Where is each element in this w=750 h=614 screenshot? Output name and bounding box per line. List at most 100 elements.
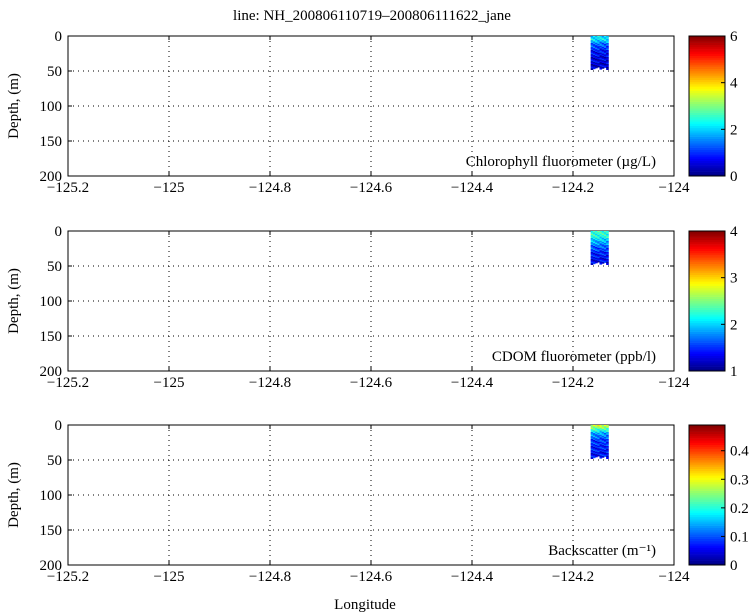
data-cell — [603, 452, 607, 455]
data-cell — [590, 48, 594, 51]
data-cell — [599, 56, 603, 59]
data-cell — [595, 66, 598, 69]
data-cell — [603, 253, 607, 256]
y-tick-label: 200 — [40, 558, 63, 574]
colorbar-step — [689, 99, 725, 102]
data-cell — [606, 50, 609, 52]
data-cell — [601, 454, 605, 457]
data-cell — [590, 434, 594, 437]
colorbar-frame — [688, 424, 726, 566]
colorbar-step — [689, 298, 725, 302]
data-cell — [606, 434, 609, 437]
colorbar-step — [689, 455, 725, 459]
data-cell — [603, 434, 607, 436]
data-cell — [590, 425, 594, 427]
data-cell — [599, 66, 603, 69]
data-cell — [595, 428, 598, 431]
data-cell — [599, 244, 603, 247]
colorbar-step — [689, 40, 725, 43]
data-cell — [597, 51, 600, 54]
data-cell — [599, 49, 603, 52]
data-cell — [599, 65, 603, 67]
data-cell — [590, 36, 594, 38]
data-cell — [590, 426, 594, 429]
colorbar-step — [689, 322, 725, 326]
data-cell — [595, 252, 598, 255]
colorbar-step — [689, 468, 725, 472]
data-cell — [590, 447, 594, 450]
data-cell — [601, 232, 605, 235]
colorbar-step — [689, 301, 725, 304]
colorbar-step — [689, 294, 725, 297]
colorbar-step — [689, 464, 725, 467]
data-cell — [601, 425, 605, 427]
colorbar-step — [689, 305, 725, 308]
colorbar-step — [689, 497, 725, 500]
data-cell — [590, 54, 594, 56]
data-cell — [601, 46, 605, 49]
colorbar-step — [689, 237, 725, 241]
data-cell — [590, 454, 594, 457]
colorbar-step — [689, 543, 725, 546]
data-cell — [592, 63, 596, 66]
colorbar-step — [689, 525, 725, 529]
colorbar-step — [689, 486, 725, 489]
colorbar-step — [689, 241, 725, 245]
data-cell — [592, 59, 596, 61]
x-tick-label: −124.6 — [350, 375, 393, 391]
data-cell — [590, 444, 594, 447]
data-cell — [597, 436, 600, 439]
data-cell — [592, 261, 596, 263]
colorbar-step — [689, 250, 725, 254]
data-cell — [606, 41, 609, 44]
colorbar-step — [689, 141, 725, 144]
y-tick-label: 50 — [47, 453, 62, 469]
colorbar-step — [689, 357, 725, 361]
data-cell — [590, 231, 594, 233]
colorbar-step — [689, 318, 725, 321]
data-cell — [590, 446, 594, 448]
colorbar-step — [689, 453, 725, 456]
data-cell — [601, 239, 605, 241]
data-cell — [597, 260, 600, 263]
data-cell — [603, 66, 607, 68]
data-cell — [592, 240, 596, 243]
data-cell — [599, 425, 603, 427]
colorbar-step — [689, 233, 725, 236]
colorbar-step — [689, 235, 725, 238]
data-cell — [606, 444, 609, 447]
data-cell — [590, 457, 594, 459]
data-cell — [592, 440, 596, 442]
data-cell — [597, 54, 600, 56]
x-tick-label: −124 — [659, 180, 690, 196]
data-cell — [599, 452, 603, 455]
data-cell — [599, 442, 603, 445]
data-cell — [606, 448, 609, 451]
colorbar-step — [689, 516, 725, 520]
colorbar-step — [689, 149, 725, 153]
panel-quantity-label: Chlorophyll fluorometer (µg/L) — [466, 154, 656, 170]
data-cell — [606, 426, 609, 429]
data-cell — [592, 56, 596, 59]
colorbar-step — [689, 88, 725, 91]
colorbar-step — [689, 279, 725, 282]
colorbar-step — [689, 156, 725, 159]
colorbar-step — [689, 97, 725, 100]
data-cell — [592, 434, 596, 437]
data-cell — [595, 54, 598, 57]
data-cell — [601, 241, 605, 244]
data-cell — [606, 437, 609, 440]
data-cell — [597, 432, 600, 435]
data-cell — [599, 247, 603, 250]
data-cell — [590, 433, 594, 436]
data-cell — [603, 36, 607, 38]
data-cell — [597, 449, 600, 452]
data-cell — [603, 442, 607, 444]
x-tick-label: −125.2 — [47, 375, 89, 391]
data-cell — [601, 447, 605, 450]
data-cell — [592, 64, 596, 67]
colorbar-step — [689, 134, 725, 137]
data-cell — [590, 37, 594, 40]
colorbar-step — [689, 488, 725, 491]
